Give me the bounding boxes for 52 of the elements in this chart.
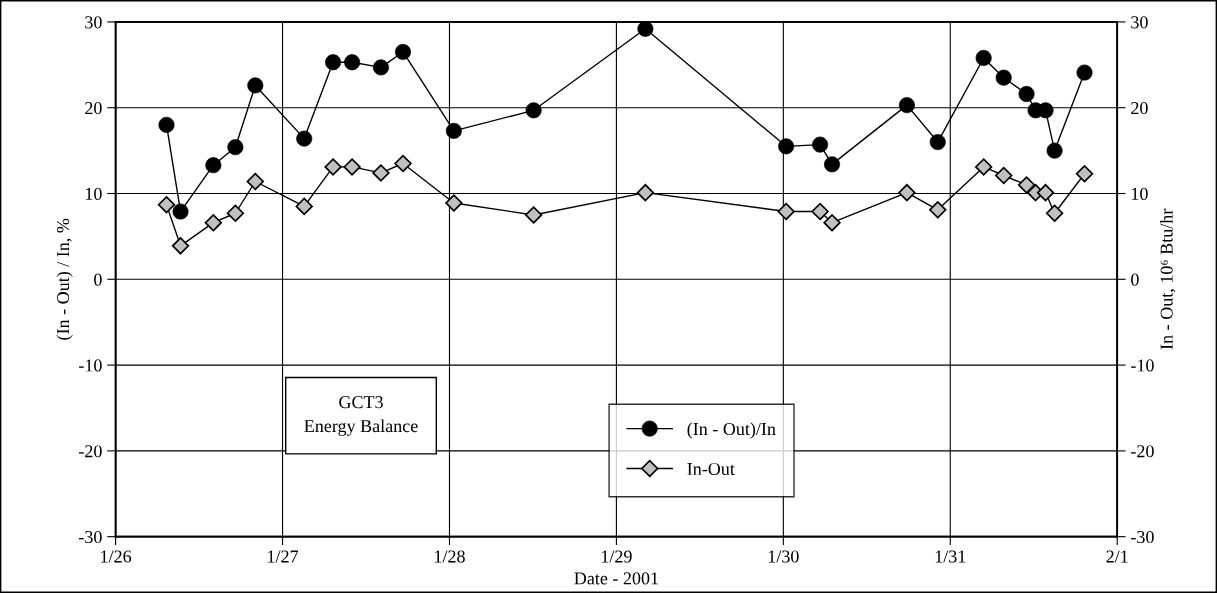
point: [372, 164, 390, 182]
point: [823, 213, 841, 232]
point: [898, 183, 916, 202]
y-tick-label: 20: [85, 101, 102, 115]
point: [636, 183, 655, 202]
y2-tick-label: 10: [1131, 187, 1148, 200]
y2-tick-label: 30: [1131, 16, 1148, 29]
point: [974, 158, 993, 176]
y-tick-label: 0: [94, 273, 102, 286]
point: [929, 201, 947, 219]
y2-tick-label: 0: [1131, 273, 1139, 286]
y-tick-label: -10: [79, 359, 102, 372]
y2-tick-label: -30: [1131, 530, 1154, 544]
point: [171, 237, 190, 255]
x-tick-label: 1/31: [935, 550, 966, 563]
point: [1075, 165, 1094, 183]
y2-tick-label: -10: [1131, 359, 1154, 372]
point: [524, 206, 543, 224]
point: [1017, 176, 1036, 194]
point: [157, 195, 176, 214]
point: [995, 166, 1013, 185]
point: [394, 154, 412, 173]
y-axis-title: (In - Out) / In, %: [56, 218, 73, 340]
y2-tick-label: 20: [1131, 101, 1148, 115]
point: [343, 158, 361, 176]
x-tick-label: 1/28: [435, 550, 465, 563]
point: [246, 172, 264, 191]
x-tick-label: 1/26: [101, 550, 132, 563]
point: [811, 202, 829, 221]
y2-tick-label: -20: [1131, 445, 1154, 458]
point: [777, 202, 795, 221]
y-tick-label: -20: [79, 445, 102, 458]
x-axis-title: Date - 2001: [574, 572, 658, 585]
point: [372, 59, 389, 76]
annotation: GCT3 Energy Balance: [304, 396, 418, 436]
y-tick-label: 10: [85, 187, 102, 200]
point: [295, 197, 313, 216]
point: [1045, 204, 1064, 222]
legend-label: (In - Out)/In: [687, 422, 776, 439]
y-tick-label: -30: [79, 530, 102, 544]
point: [204, 213, 223, 232]
point: [1036, 183, 1055, 202]
point: [445, 194, 463, 212]
point: [324, 158, 342, 176]
point: [226, 204, 245, 222]
x-tick-label: 1/30: [768, 550, 799, 563]
y2-axis-title: In - Out, 10⁶ Btu/hr: [1160, 208, 1176, 350]
legend-label: In-Out: [687, 462, 735, 476]
x-tick-label: 1/29: [601, 550, 632, 563]
y-tick-label: 30: [85, 16, 102, 29]
x-tick-label: 1/27: [268, 550, 299, 563]
x-tick-label: 2/1: [1106, 550, 1128, 563]
